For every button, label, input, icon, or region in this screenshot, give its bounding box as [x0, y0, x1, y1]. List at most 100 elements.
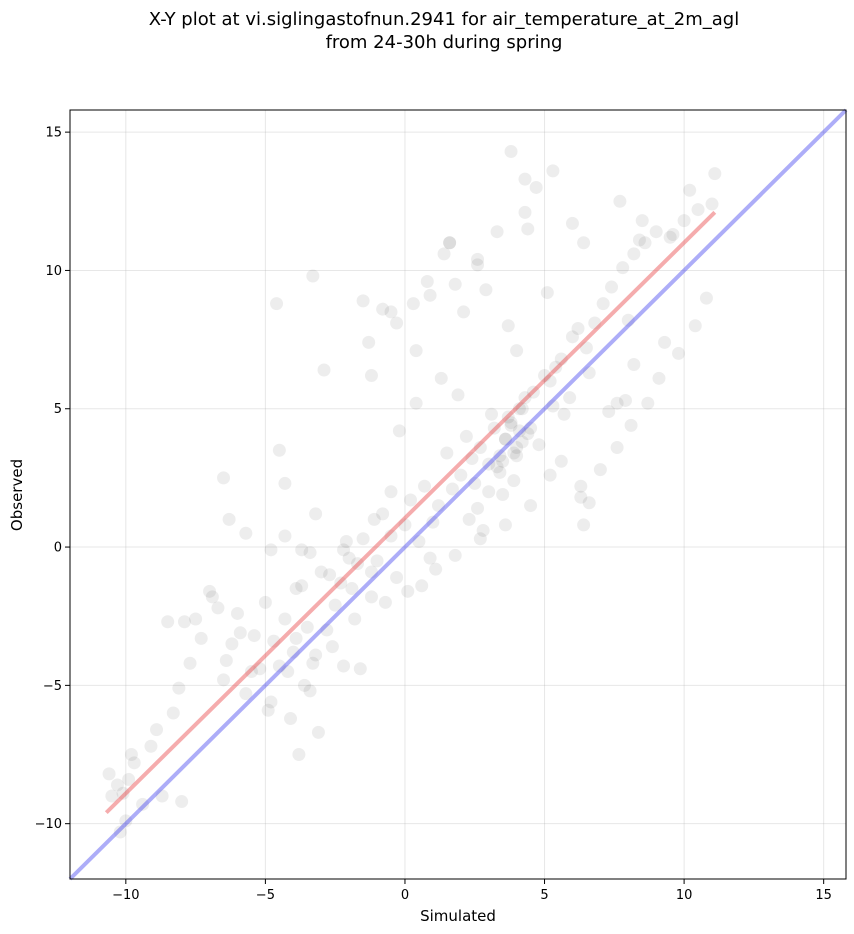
- data-point: [225, 637, 239, 651]
- data-point: [666, 227, 680, 241]
- data-point: [320, 623, 334, 637]
- data-point: [278, 612, 292, 626]
- data-point: [122, 772, 136, 786]
- data-point: [465, 452, 479, 466]
- data-point: [582, 366, 596, 380]
- x-tick-label: 0: [401, 888, 409, 903]
- data-point: [398, 518, 412, 532]
- data-point: [364, 369, 378, 383]
- y-axis-ticks: −10 −5 0 5 10 15: [35, 126, 70, 832]
- data-point: [406, 297, 420, 311]
- data-point: [286, 645, 300, 659]
- data-point: [549, 360, 563, 374]
- y-tick-label: 5: [54, 402, 62, 417]
- data-point: [317, 363, 331, 377]
- data-point: [677, 214, 691, 228]
- data-point: [510, 344, 524, 358]
- data-point: [705, 197, 719, 211]
- data-point: [194, 631, 208, 645]
- data-point: [412, 535, 426, 549]
- x-axis-ticks: −10 −5 0 5 10 15: [112, 879, 832, 903]
- data-point: [390, 316, 404, 330]
- data-point: [264, 695, 278, 709]
- data-point: [351, 557, 365, 571]
- data-point: [613, 194, 627, 208]
- data-point: [518, 172, 532, 186]
- data-point: [451, 388, 465, 402]
- x-tick-label: 15: [815, 888, 832, 903]
- data-point: [627, 357, 641, 371]
- data-point: [161, 615, 175, 629]
- data-point: [378, 595, 392, 609]
- data-point: [289, 631, 303, 645]
- data-point: [239, 687, 253, 701]
- data-point: [323, 568, 337, 582]
- y-tick-label: −10: [35, 817, 62, 832]
- data-point: [339, 535, 353, 549]
- data-point: [641, 396, 655, 410]
- data-point: [183, 656, 197, 670]
- data-point: [113, 825, 127, 839]
- data-point: [691, 203, 705, 217]
- data-point: [448, 277, 462, 291]
- data-point: [521, 222, 535, 236]
- regression-line: [104, 210, 717, 815]
- data-point: [222, 512, 236, 526]
- data-point: [649, 225, 663, 239]
- data-point: [306, 656, 320, 670]
- data-point: [253, 662, 267, 676]
- data-point: [239, 526, 253, 540]
- data-point: [593, 463, 607, 477]
- data-point: [230, 606, 244, 620]
- data-point: [348, 612, 362, 626]
- data-point: [618, 393, 632, 407]
- y-tick-label: 15: [45, 126, 62, 141]
- data-point: [454, 468, 468, 482]
- data-point: [565, 216, 579, 230]
- data-point: [136, 797, 150, 811]
- data-point: [102, 767, 116, 781]
- data-point: [490, 225, 504, 239]
- reference-lines: [68, 108, 848, 881]
- data-point: [278, 529, 292, 543]
- data-point: [518, 205, 532, 219]
- data-point: [529, 180, 543, 194]
- data-point: [652, 371, 666, 385]
- data-point: [515, 402, 529, 416]
- data-point: [638, 236, 652, 250]
- data-point: [364, 565, 378, 579]
- data-point: [482, 457, 496, 471]
- data-point: [440, 446, 454, 460]
- data-point: [543, 468, 557, 482]
- data-point: [565, 330, 579, 344]
- data-point: [219, 653, 233, 667]
- data-point: [423, 551, 437, 565]
- data-point: [278, 476, 292, 490]
- data-point: [515, 435, 529, 449]
- data-point: [295, 543, 309, 557]
- data-point: [524, 499, 538, 513]
- data-point: [498, 432, 512, 446]
- data-point: [303, 546, 317, 560]
- data-point: [683, 183, 697, 197]
- data-point: [473, 440, 487, 454]
- data-point: [150, 723, 164, 737]
- data-point: [356, 532, 370, 546]
- data-point: [155, 789, 169, 803]
- data-point: [468, 476, 482, 490]
- data-point: [538, 369, 552, 383]
- data-point: [482, 485, 496, 499]
- data-point: [217, 471, 231, 485]
- scatter-points: [102, 144, 722, 839]
- data-point: [110, 778, 124, 792]
- data-point: [105, 789, 119, 803]
- plot-frame: [69, 109, 847, 880]
- data-point: [267, 634, 281, 648]
- data-point: [471, 501, 485, 515]
- data-point: [512, 424, 526, 438]
- data-point: [605, 280, 619, 294]
- x-axis-label: Simulated: [420, 907, 496, 925]
- data-point: [574, 490, 588, 504]
- data-point: [540, 286, 554, 300]
- data-point: [621, 313, 635, 327]
